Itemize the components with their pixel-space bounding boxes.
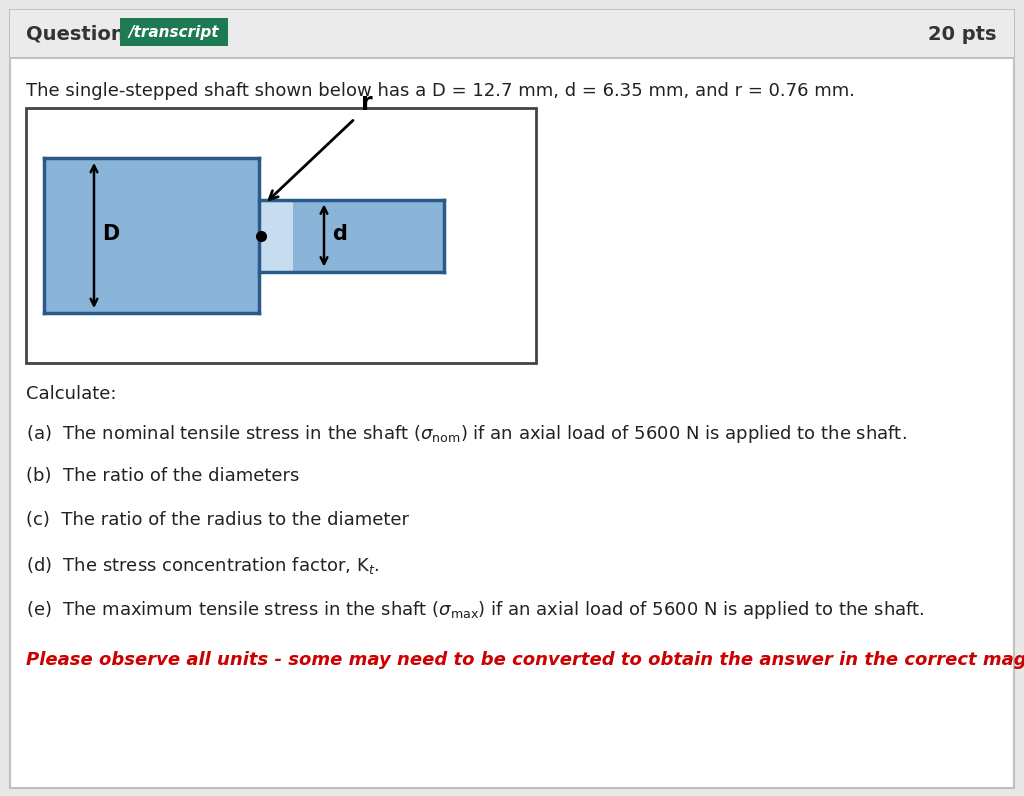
Bar [10,10,1014,58]
Bar [44,158,259,313]
Text: (d)  The stress concentration factor, K$_t$.: (d) The stress concentration factor, K$_… [26,555,379,576]
Bar [26,108,536,363]
Text: D: D [102,224,119,244]
Text: (a)  The nominal tensile stress in the shaft ($\sigma_\mathrm{nom}$) if an axial: (a) The nominal tensile stress in the sh… [26,423,907,445]
Text: (b)  The ratio of the diameters: (b) The ratio of the diameters [26,467,299,485]
Text: 20 pts: 20 pts [928,25,996,44]
Bar [120,18,228,46]
Text: (e)  The maximum tensile stress in the shaft ($\sigma_\mathrm{max}$) if an axial: (e) The maximum tensile stress in the sh… [26,599,925,621]
Text: (c)  The ratio of the radius to the diameter: (c) The ratio of the radius to the diame… [26,511,409,529]
Text: /transcript: /transcript [129,25,219,40]
Text: Calculate:: Calculate: [26,385,117,403]
Text: r: r [361,91,373,115]
Text: The single-stepped shaft shown below has a D = 12.7 mm, d = 6.35 mm, and r = 0.7: The single-stepped shaft shown below has… [26,82,855,100]
Bar [259,200,444,271]
Text: Question 6: Question 6 [26,25,145,44]
Bar [261,200,293,271]
Text: Please observe all units - some may need to be converted to obtain the answer in: Please observe all units - some may need… [26,651,1024,669]
Text: d: d [332,224,347,244]
